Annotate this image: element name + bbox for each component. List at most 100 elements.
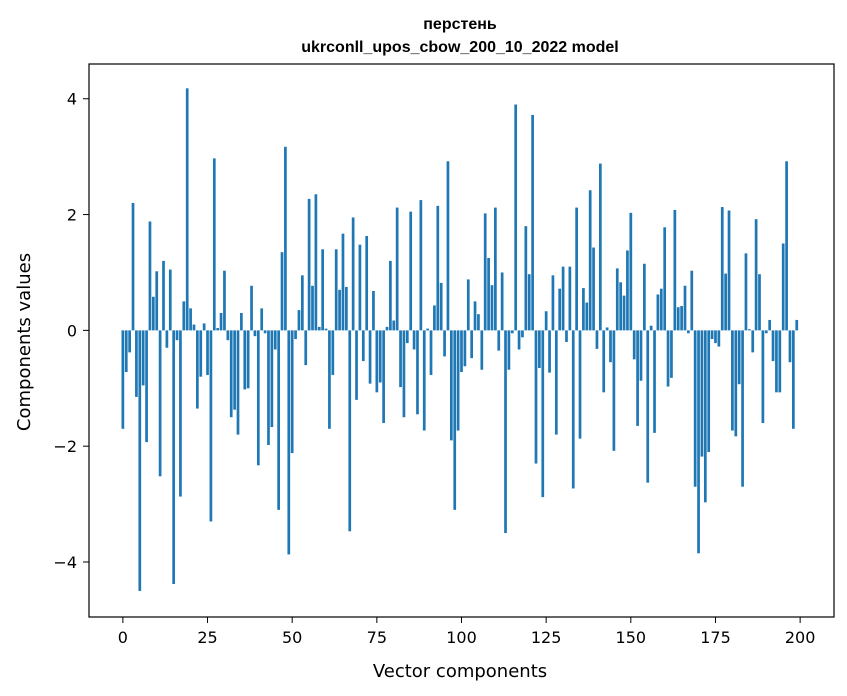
- bar: [636, 330, 639, 426]
- bar: [690, 270, 694, 331]
- bar: [693, 330, 697, 487]
- chart-subtitle: ukrconll_upos_cbow_200_10_2022 model: [301, 39, 618, 56]
- bar: [216, 328, 220, 331]
- bar: [727, 210, 731, 331]
- bar: [168, 269, 172, 331]
- bar: [399, 330, 402, 388]
- bar: [212, 158, 216, 331]
- bar: [287, 330, 291, 555]
- bar: [754, 219, 758, 331]
- bar: [405, 330, 409, 344]
- bar: [453, 330, 457, 510]
- bar: [419, 200, 423, 331]
- bar: [267, 330, 270, 446]
- bar: [795, 319, 799, 331]
- bar: [135, 330, 138, 397]
- bar: [483, 213, 487, 331]
- bar: [554, 330, 558, 435]
- bar: [521, 330, 524, 338]
- bar: [582, 288, 585, 331]
- bar: [219, 312, 223, 331]
- bar: [619, 282, 623, 331]
- bar: [179, 330, 182, 497]
- bar: [744, 253, 748, 331]
- bar: [378, 330, 382, 383]
- bar: [433, 305, 436, 331]
- bar: [578, 330, 582, 439]
- bar: [653, 330, 656, 433]
- y-tick-label: 0: [67, 321, 77, 340]
- y-axis-label: Components values: [14, 253, 35, 431]
- bar: [250, 285, 253, 331]
- bar: [358, 244, 362, 331]
- bar: [595, 330, 599, 349]
- x-tick-label: 100: [446, 628, 477, 647]
- bar: [351, 217, 355, 331]
- bar: [585, 302, 589, 331]
- bar: [473, 301, 477, 331]
- bar: [273, 330, 277, 350]
- bar: [504, 330, 507, 534]
- bar: [534, 330, 538, 464]
- bar: [626, 250, 629, 331]
- bar: [260, 308, 264, 331]
- bar: [345, 286, 348, 331]
- bar: [426, 328, 429, 331]
- bar: [531, 114, 534, 331]
- bar: [436, 205, 440, 331]
- bar: [290, 330, 294, 454]
- bar: [785, 161, 788, 331]
- bar: [199, 330, 203, 377]
- bar: [622, 295, 626, 331]
- bar: [500, 272, 504, 331]
- bar: [480, 330, 484, 370]
- bar: [422, 330, 426, 431]
- bar: [724, 273, 727, 331]
- bar: [656, 294, 660, 331]
- bar: [460, 330, 463, 373]
- bar: [466, 279, 470, 331]
- bar: [544, 311, 548, 331]
- bar: [131, 202, 135, 331]
- bar: [768, 319, 772, 331]
- bar: [673, 209, 677, 331]
- bar: [253, 330, 257, 337]
- x-axis-ticks: 0 25 50 75 100 125 150 175 200: [118, 617, 815, 647]
- bar: [612, 330, 616, 451]
- bar: [355, 330, 358, 400]
- bar: [321, 249, 325, 331]
- bar: [541, 330, 545, 498]
- bar: [680, 306, 683, 331]
- bar: [202, 323, 206, 331]
- bar: [670, 330, 673, 378]
- bar: [548, 330, 551, 373]
- bar: [632, 330, 636, 360]
- bar: [703, 330, 707, 503]
- bar: [141, 330, 145, 386]
- y-tick-label: 4: [67, 90, 77, 109]
- bar: [409, 211, 413, 331]
- bar: [297, 310, 301, 331]
- bar: [348, 330, 352, 532]
- bar: [527, 274, 531, 331]
- bar: [771, 330, 775, 362]
- bar: [300, 275, 304, 331]
- bar: [609, 330, 612, 363]
- x-tick-label: 175: [700, 628, 731, 647]
- bar: [277, 330, 280, 510]
- bar: [439, 282, 443, 331]
- bar: [659, 288, 663, 331]
- bar: [175, 330, 179, 341]
- bar: [240, 312, 243, 331]
- bar: [304, 330, 308, 366]
- bar: [162, 260, 165, 331]
- y-tick-label: −2: [53, 437, 77, 456]
- bar: [778, 330, 782, 393]
- x-tick-label: 25: [197, 628, 217, 647]
- y-tick-label: 2: [67, 206, 77, 225]
- x-tick-label: 150: [616, 628, 647, 647]
- bar: [524, 226, 528, 331]
- bar: [507, 330, 511, 370]
- bar: [683, 285, 687, 331]
- bar: [700, 330, 704, 457]
